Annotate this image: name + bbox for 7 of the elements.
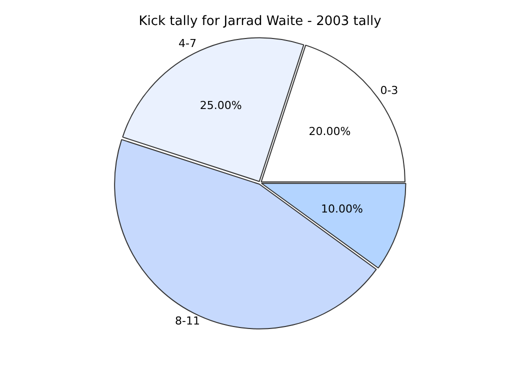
data-label: 10.00% [321, 202, 363, 216]
slice-label: 0-3 [380, 84, 398, 98]
slice-label: 8-11 [175, 314, 200, 328]
chart-title: Kick tally for Jarrad Waite - 2003 tally [138, 14, 382, 30]
slice-label: 4-7 [178, 36, 196, 50]
data-label: 20.00% [308, 124, 351, 138]
data-label: 25.00% [200, 98, 242, 112]
